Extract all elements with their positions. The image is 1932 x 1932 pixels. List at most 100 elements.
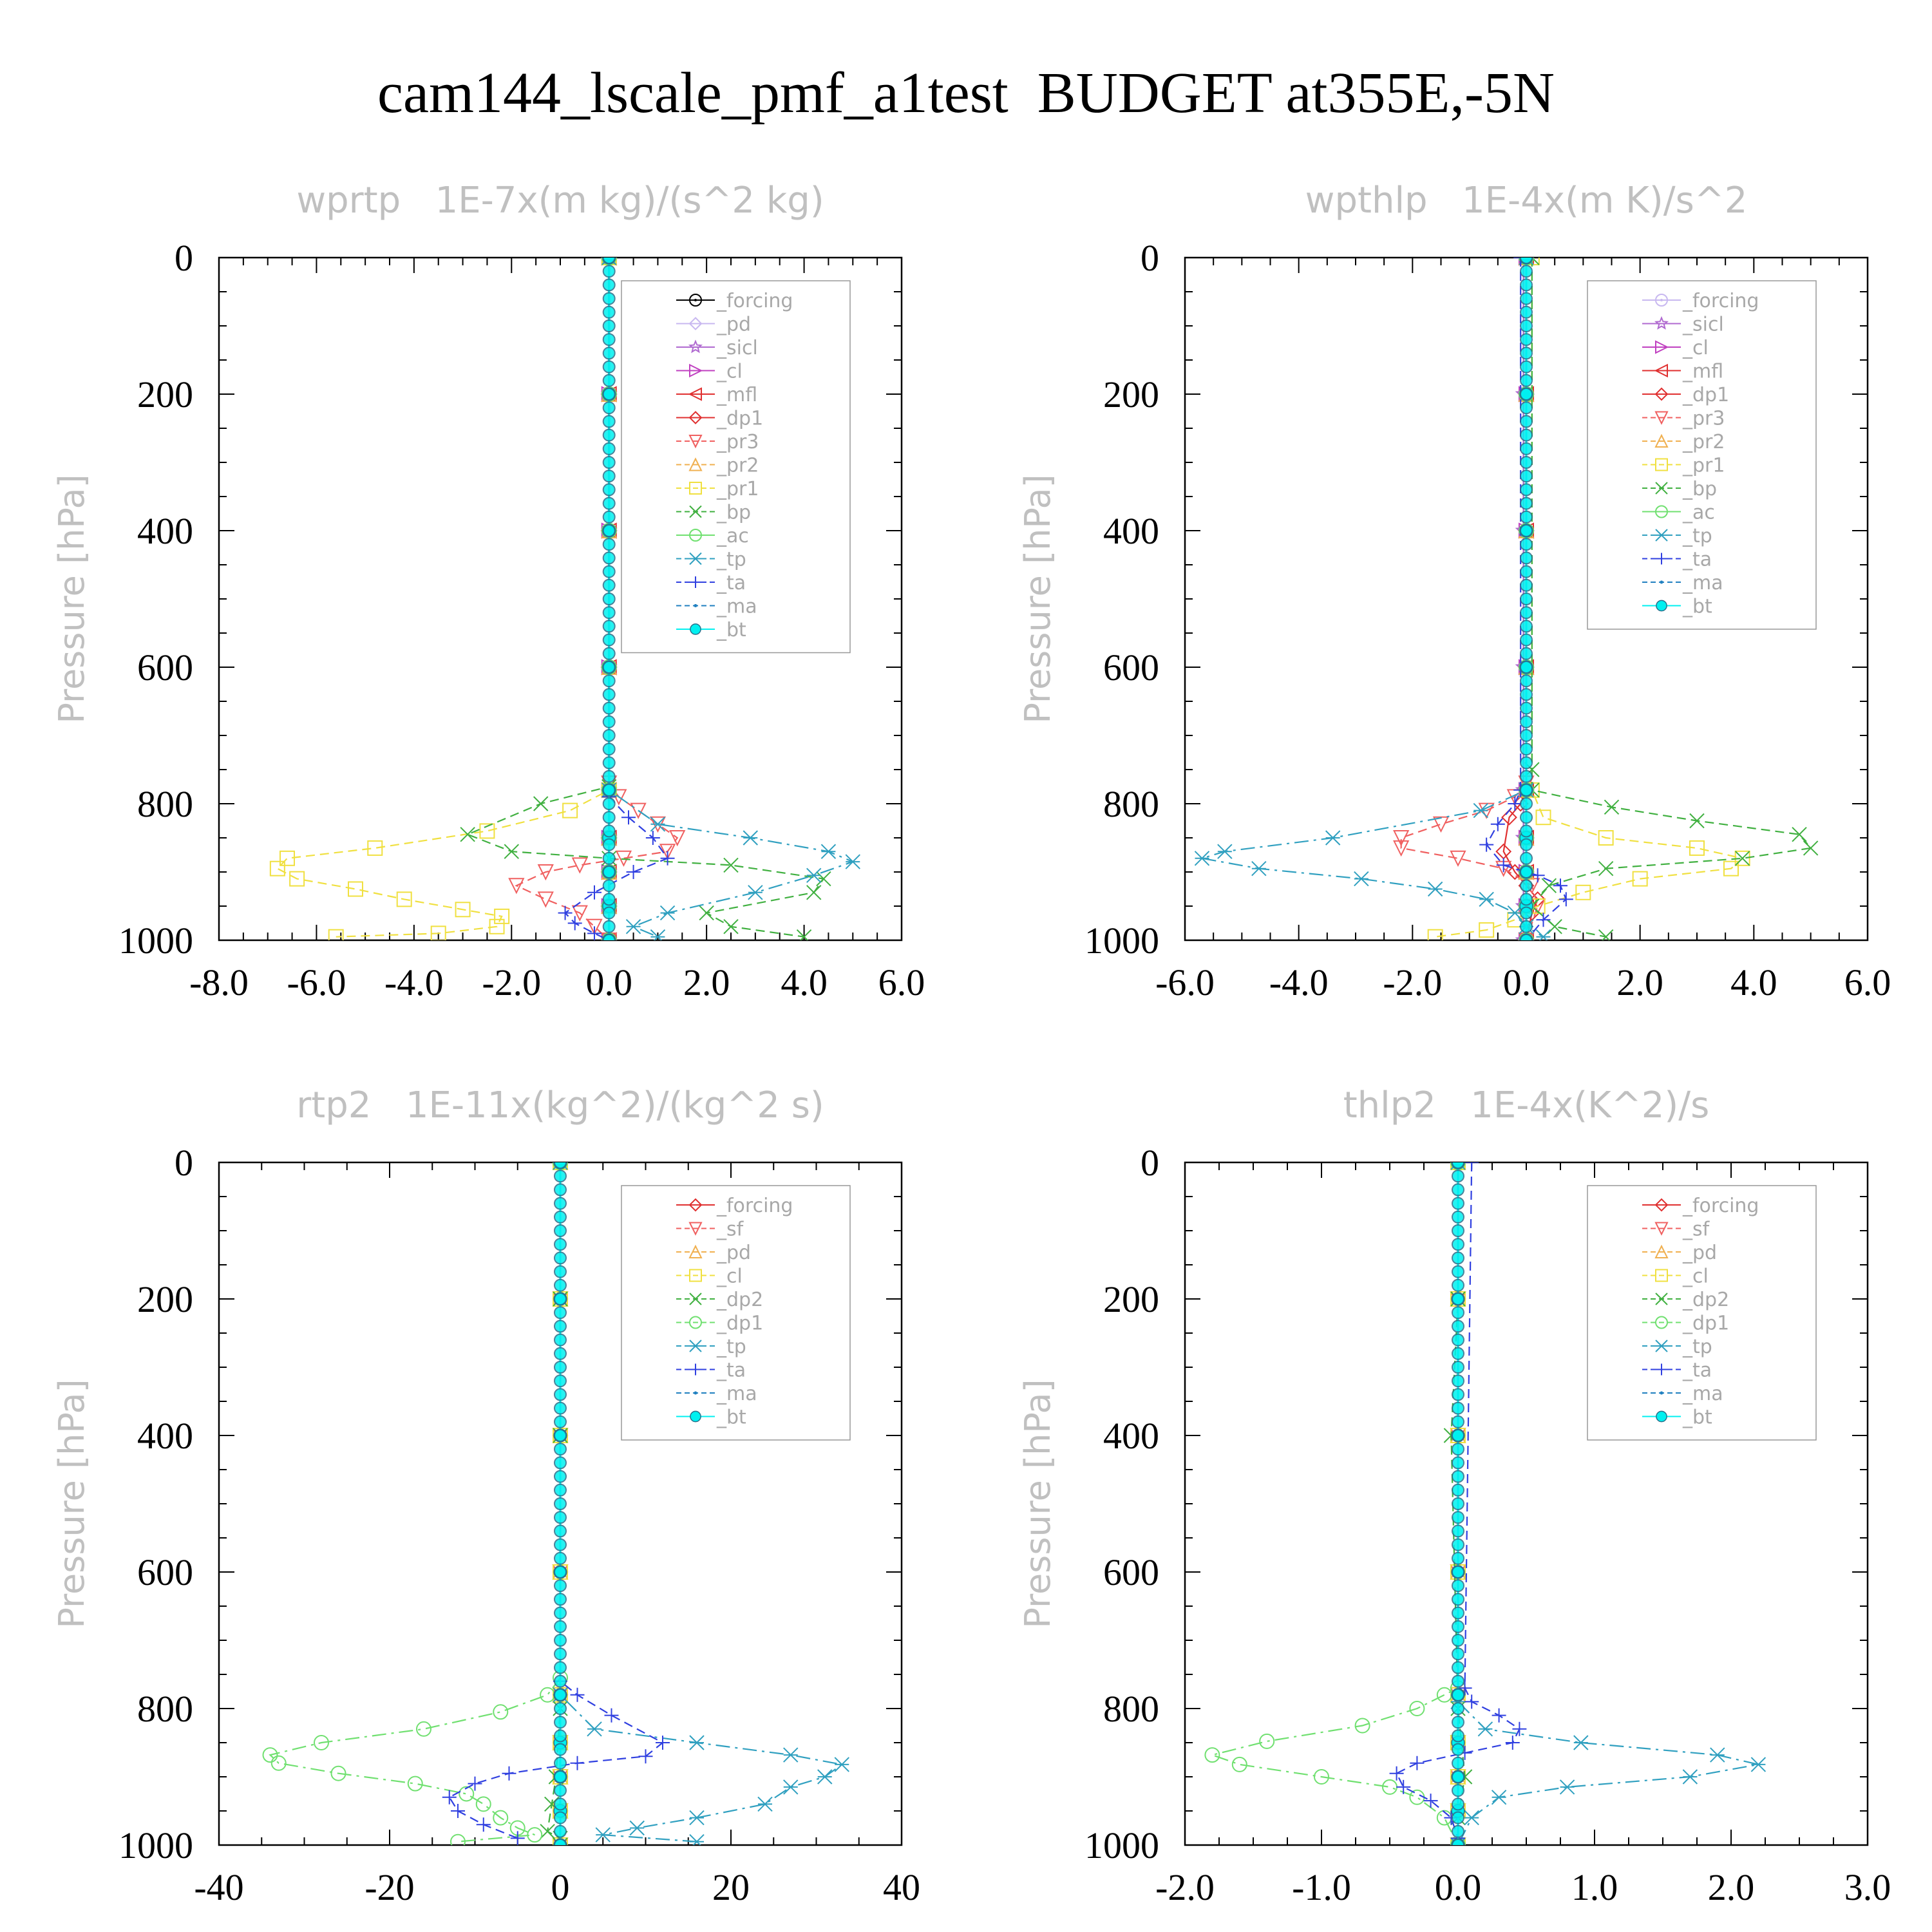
data-point-pr1 bbox=[1479, 922, 1495, 938]
y-tick-label: 600 bbox=[137, 1551, 193, 1593]
data-point-tp bbox=[1427, 881, 1443, 897]
data-point-bt bbox=[554, 1238, 567, 1251]
data-point-bt bbox=[1520, 524, 1533, 537]
x-tick-label: 6.0 bbox=[878, 961, 925, 1003]
legend-marker bbox=[688, 435, 703, 449]
legend-item-sicl: _sicl bbox=[676, 337, 758, 359]
data-point-bt bbox=[1520, 838, 1533, 851]
legend-marker bbox=[689, 529, 702, 542]
data-point-bt bbox=[554, 1729, 567, 1743]
data-point-pr1 bbox=[1723, 860, 1739, 876]
data-point-dp1 bbox=[314, 1735, 329, 1750]
legend-label: _cl bbox=[716, 361, 743, 383]
data-point-pr1 bbox=[269, 860, 285, 876]
data-point-dp2 bbox=[540, 1824, 555, 1839]
data-point-bt bbox=[602, 701, 616, 715]
y-tick-label: 800 bbox=[137, 1688, 193, 1730]
series-line-dp1 bbox=[1209, 1162, 1459, 1845]
data-point-tp bbox=[1194, 851, 1210, 866]
data-point-bt bbox=[554, 1797, 567, 1811]
data-point-dp1 bbox=[1501, 809, 1517, 826]
x-tick-label: -20 bbox=[365, 1866, 414, 1908]
data-point-bt bbox=[1452, 1278, 1464, 1292]
data-point-bt bbox=[1520, 920, 1533, 933]
data-point-bt bbox=[602, 360, 616, 374]
data-point-pr1 bbox=[396, 891, 412, 907]
legend-label: _sicl bbox=[716, 337, 758, 359]
legend-marker bbox=[1654, 433, 1669, 448]
legend-item-ac: _ac bbox=[1642, 502, 1715, 524]
data-point-bt bbox=[1520, 401, 1533, 415]
legend-item-cl: _cl bbox=[1642, 337, 1709, 359]
data-point-tp bbox=[1710, 1747, 1725, 1763]
data-point-bt bbox=[554, 1688, 567, 1701]
data-point-bt bbox=[1452, 1811, 1464, 1824]
legend-label: _pr3 bbox=[716, 431, 759, 453]
data-point-bt bbox=[602, 906, 616, 920]
legend-marker bbox=[688, 1198, 703, 1212]
data-point-tp bbox=[625, 919, 641, 934]
data-point-bt bbox=[1520, 783, 1533, 797]
data-point-dp1 bbox=[270, 1755, 287, 1771]
series-line-pr3 bbox=[515, 258, 679, 940]
legend-label: _forcing bbox=[1682, 1195, 1759, 1217]
legend-item-pr2: _pr2 bbox=[1642, 431, 1725, 453]
data-point-bt bbox=[554, 1756, 567, 1770]
data-point-bt bbox=[602, 715, 616, 728]
legend-box bbox=[621, 280, 851, 654]
y-axis-label: Pressure [hPa] bbox=[1018, 474, 1058, 723]
y-tick-label: 1000 bbox=[118, 920, 193, 961]
panel-title: wpthlp 1E-4x(m K)/s^2 bbox=[1305, 180, 1748, 222]
data-point-tp bbox=[1682, 1769, 1698, 1785]
data-point-ta bbox=[1457, 1681, 1472, 1696]
y-tick-label: 600 bbox=[1103, 647, 1159, 688]
data-point-bt bbox=[1520, 633, 1533, 647]
data-point-pr3 bbox=[630, 802, 647, 819]
data-point-bt bbox=[602, 606, 616, 620]
data-point-tp bbox=[757, 1796, 773, 1812]
data-point-bp bbox=[460, 826, 475, 842]
data-point-bt bbox=[1520, 442, 1533, 455]
y-axis-label: Pressure [hPa] bbox=[1018, 1379, 1058, 1628]
legend-label: _ma bbox=[716, 1383, 757, 1405]
legend-marker bbox=[1656, 600, 1667, 612]
legend-marker bbox=[1655, 482, 1668, 495]
x-tick-label: -2.0 bbox=[482, 961, 541, 1003]
data-point-tp bbox=[650, 929, 666, 940]
legend-item-bt: _bt bbox=[1642, 1406, 1712, 1429]
y-axis-label: Pressure [hPa] bbox=[52, 474, 92, 723]
data-point-bp bbox=[1604, 799, 1620, 815]
data-point-bt bbox=[1520, 715, 1533, 728]
zero-line-points bbox=[1452, 1162, 1464, 1845]
data-point-dp1 bbox=[475, 1796, 491, 1812]
legend-item-bp: _bp bbox=[676, 502, 751, 524]
legend-marker bbox=[690, 623, 701, 635]
data-point-bt bbox=[1520, 469, 1533, 483]
data-point-ta bbox=[570, 1687, 585, 1702]
data-point-dp1 bbox=[1231, 1756, 1247, 1772]
data-point-bt bbox=[1520, 906, 1533, 920]
data-point-bt bbox=[1520, 661, 1533, 674]
data-point-tp bbox=[1217, 844, 1233, 859]
data-point-bt bbox=[602, 565, 616, 578]
data-point-bt bbox=[1452, 1347, 1464, 1360]
data-point-bt bbox=[1452, 1251, 1464, 1265]
zero-line-points bbox=[602, 258, 616, 940]
zero-line-points bbox=[1520, 258, 1533, 940]
legend-item-cl: _cl bbox=[676, 1265, 743, 1288]
legend-item-tp: _tp bbox=[1642, 525, 1712, 547]
legend-marker bbox=[689, 482, 702, 495]
data-point-bt bbox=[602, 838, 616, 851]
data-point-bt bbox=[1520, 428, 1533, 442]
data-point-bt bbox=[554, 1551, 567, 1565]
x-tick-label: 0.0 bbox=[1435, 1866, 1482, 1908]
legend-item-ma: _ma bbox=[1642, 572, 1723, 594]
data-point-bt bbox=[554, 1674, 567, 1688]
data-point-bt bbox=[554, 1606, 567, 1620]
legend-item-pr1: _pr1 bbox=[676, 478, 759, 500]
x-tick-label: 3.0 bbox=[1844, 1866, 1891, 1908]
data-point-dp1 bbox=[1259, 1733, 1275, 1749]
data-point-bt bbox=[1520, 592, 1533, 605]
data-point-bt bbox=[602, 920, 616, 933]
y-tick-label: 200 bbox=[137, 1278, 193, 1320]
